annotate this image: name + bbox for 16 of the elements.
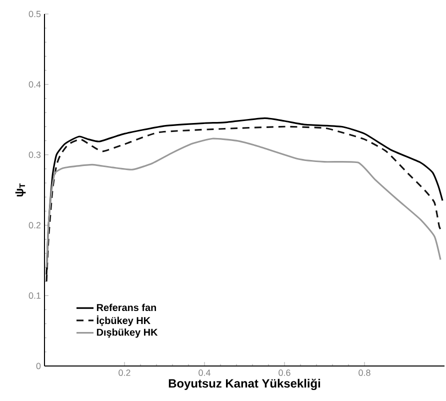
- y-tick-label: 0.3: [28, 152, 41, 158]
- y-tick-label: 0.5: [28, 10, 41, 18]
- y-axis-title: ψ$_{T}$: [15, 183, 26, 196]
- x-axis-title: Boyutsuz Kanat Yüksekliği: [168, 378, 320, 390]
- line-series: [46, 138, 442, 268]
- x-tick-label: 0.2: [118, 370, 130, 376]
- x-tick-label: 0.4: [198, 370, 210, 376]
- y-tick-label: 0.2: [28, 222, 41, 228]
- legend-label: Referans fan: [96, 304, 156, 312]
- y-tick-label: 0: [36, 362, 41, 370]
- x-tick-label: 0.6: [278, 370, 290, 376]
- x-tick-label: 0.8: [358, 370, 370, 376]
- legend-label: Dışbükey HK: [96, 328, 158, 338]
- y-tick-label: 0.4: [28, 81, 41, 88]
- legend-label: İçbükey HK: [96, 315, 150, 326]
- y-tick-label: 0.1: [28, 292, 41, 299]
